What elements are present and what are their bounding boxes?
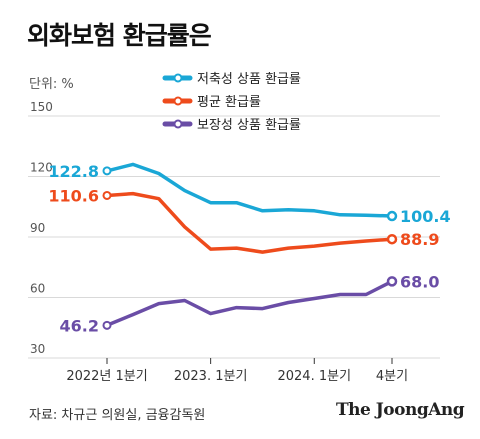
data-label-end: 88.9	[400, 230, 439, 249]
y-tick-label: 30	[30, 342, 45, 356]
series-end-marker	[386, 233, 398, 245]
brand-logo: The JoongAng	[336, 400, 465, 420]
series-start-marker	[102, 320, 112, 330]
data-label-end: 100.4	[400, 207, 451, 226]
data-label-start: 46.2	[60, 316, 99, 335]
series-lines	[102, 162, 398, 330]
data-label-start: 122.8	[48, 162, 99, 181]
grid-lines	[28, 115, 440, 359]
y-tick-label: 90	[30, 221, 45, 235]
series-line	[105, 191, 394, 254]
y-axis-ticks: 30 60 90 120 150	[30, 100, 53, 356]
data-label-start: 110.6	[48, 186, 99, 205]
source-note: 자료: 차규근 의원실, 금융감독원	[29, 408, 206, 423]
series-end-marker	[386, 276, 398, 287]
legend-marker	[173, 119, 183, 129]
x-tick-label: 2022년 1분기	[66, 369, 147, 384]
legend-label: 평균 환급률	[197, 95, 261, 110]
x-tick-label: 4분기	[376, 369, 408, 384]
chart-title: 외화보험 환급률은	[27, 21, 212, 50]
data-label-end: 68.0	[400, 272, 439, 291]
x-tick-label: 2023. 1분기	[174, 369, 248, 384]
legend-label: 보장성 상품 환급률	[197, 118, 301, 133]
y-tick-label: 60	[30, 282, 45, 296]
x-axis-ticks: 2022년 1분기 2023. 1분기 2024. 1분기 4분기	[66, 358, 408, 384]
y-tick-label: 120	[30, 161, 53, 175]
series-start-marker	[102, 166, 112, 176]
data-labels: 122.8 100.4 110.6 88.9 46.2 68.0	[48, 162, 450, 335]
y-tick-label: 150	[30, 100, 53, 114]
series-start-marker	[102, 190, 112, 200]
unit-label: 단위: %	[29, 77, 74, 92]
legend-marker	[173, 73, 183, 83]
legend-marker	[173, 96, 183, 106]
series-end-marker	[386, 210, 398, 222]
series-line	[105, 279, 394, 328]
x-tick-label: 2024. 1분기	[277, 369, 351, 384]
series-line	[105, 162, 394, 218]
legend-label: 저축성 상품 환급률	[197, 72, 301, 87]
